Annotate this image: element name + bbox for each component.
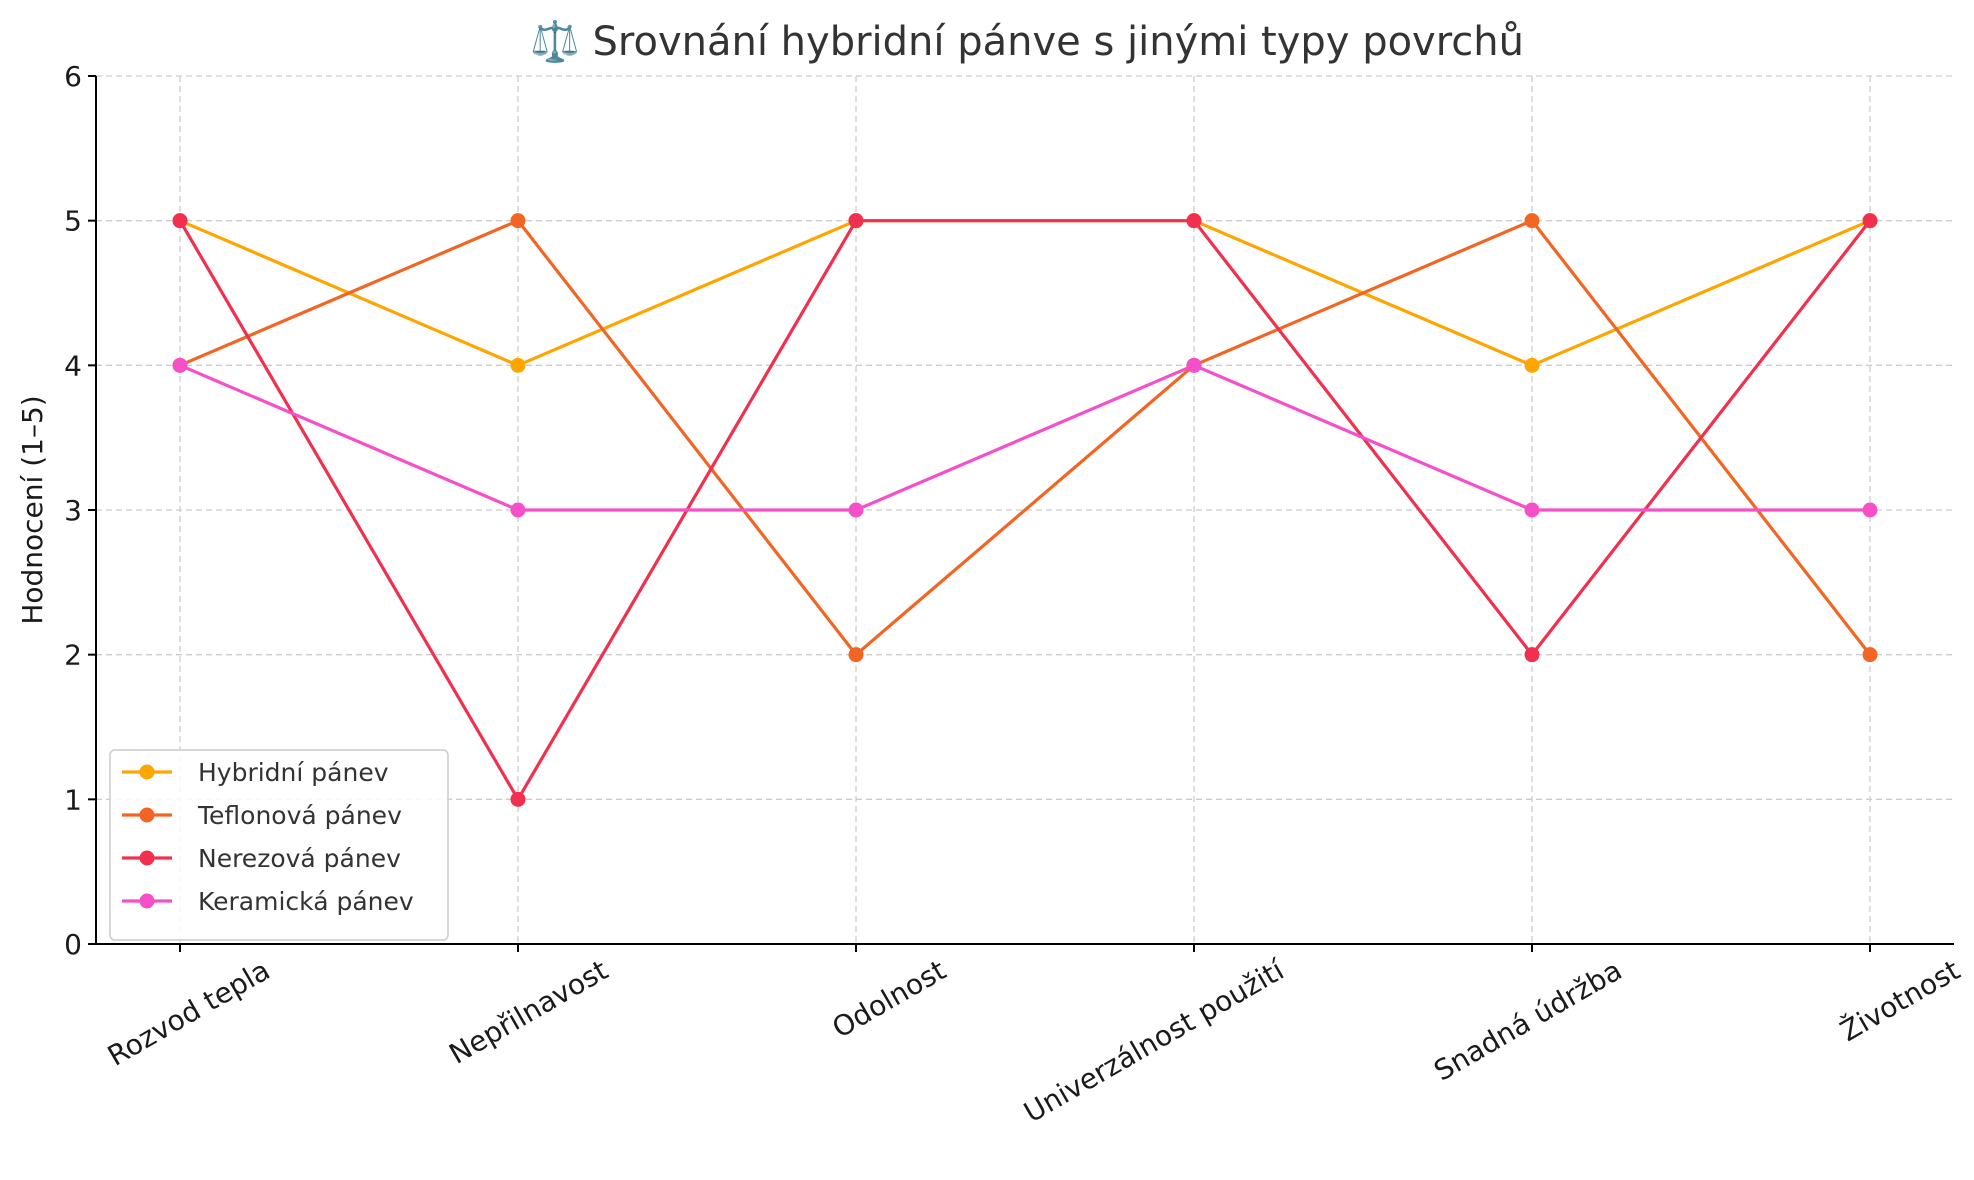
legend-marker bbox=[139, 850, 155, 866]
series-line bbox=[179, 363, 1870, 512]
data-point[interactable] bbox=[510, 502, 526, 518]
legend-label: Hybridní pánev bbox=[198, 758, 389, 787]
legend-label: Nerezová pánev bbox=[198, 844, 401, 873]
x-tick-label: Životnost bbox=[1834, 953, 1965, 1048]
data-point[interactable] bbox=[848, 213, 864, 229]
series-3 bbox=[172, 213, 1878, 807]
data-point[interactable] bbox=[510, 357, 526, 373]
data-point[interactable] bbox=[1186, 357, 1202, 373]
data-point[interactable] bbox=[1524, 357, 1540, 373]
legend-item[interactable]: Teflonová pánev bbox=[122, 801, 402, 830]
y-tick-label: 6 bbox=[64, 60, 82, 93]
legend[interactable]: Hybridní pánev Teflonová pánev Nerezová pá… bbox=[109, 749, 449, 941]
data-point[interactable] bbox=[510, 213, 526, 229]
x-tick-label: Rozvod tepla bbox=[102, 953, 276, 1072]
legend-box bbox=[109, 749, 449, 941]
data-point[interactable] bbox=[848, 647, 864, 663]
legend-marker bbox=[139, 764, 155, 780]
legend-label: Keramická pánev bbox=[198, 887, 414, 916]
y-tick-label: 5 bbox=[64, 205, 82, 238]
series-line bbox=[179, 219, 1871, 367]
data-point[interactable] bbox=[1862, 647, 1878, 663]
data-point[interactable] bbox=[1186, 213, 1202, 229]
x-tick-label: Nepřilnavost bbox=[444, 953, 614, 1070]
y-axis-label: Hodnocení (1–5) bbox=[16, 395, 49, 624]
legend-marker bbox=[139, 893, 155, 909]
series-line bbox=[178, 219, 1872, 801]
x-tick-label: Snadná údržba bbox=[1428, 953, 1627, 1087]
data-point[interactable] bbox=[1524, 213, 1540, 229]
y-tick-label: 4 bbox=[64, 349, 82, 382]
data-point[interactable] bbox=[1524, 647, 1540, 663]
data-point[interactable] bbox=[1862, 502, 1878, 518]
data-point[interactable] bbox=[510, 791, 526, 807]
x-tick-label: Odolnost bbox=[827, 953, 952, 1044]
chart-title: ⚖️ Srovnání hybridní pánve s jinými typy… bbox=[530, 18, 1524, 65]
y-tick-label: 2 bbox=[64, 639, 82, 672]
y-tick-label: 0 bbox=[64, 928, 82, 961]
data-point[interactable] bbox=[1862, 213, 1878, 229]
data-point[interactable] bbox=[172, 357, 188, 373]
legend-item[interactable]: Keramická pánev bbox=[122, 887, 414, 916]
legend-item[interactable]: Nerezová pánev bbox=[122, 844, 401, 873]
x-tick-label: Univerzálnost použití bbox=[1018, 953, 1290, 1129]
series-1 bbox=[172, 213, 1878, 373]
series-4 bbox=[172, 357, 1878, 518]
legend-label: Teflonová pánev bbox=[197, 801, 402, 830]
legend-marker bbox=[139, 807, 155, 823]
data-point[interactable] bbox=[172, 213, 188, 229]
data-point[interactable] bbox=[1524, 502, 1540, 518]
data-point[interactable] bbox=[848, 502, 864, 518]
legend-item[interactable]: Hybridní pánev bbox=[122, 758, 389, 787]
y-tick-label: 1 bbox=[64, 783, 82, 816]
series-layer bbox=[172, 213, 1878, 807]
y-tick-label: 3 bbox=[64, 494, 82, 527]
series-line bbox=[179, 219, 1872, 657]
